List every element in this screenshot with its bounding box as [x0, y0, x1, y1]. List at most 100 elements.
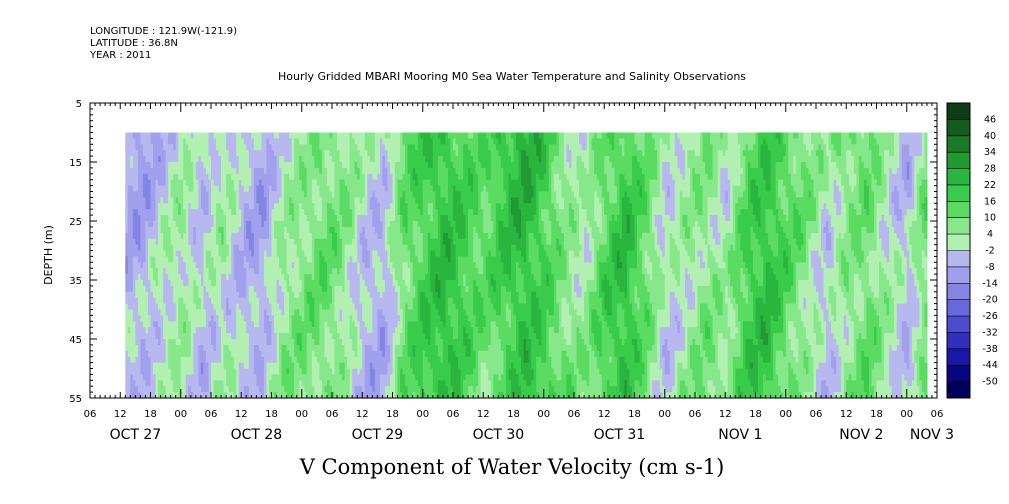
- heatmap-cell: [170, 315, 174, 322]
- heatmap-cell: [160, 185, 164, 193]
- heatmap-cell: [132, 167, 136, 175]
- heatmap-cell: [170, 191, 174, 198]
- heatmap-cell: [180, 185, 184, 193]
- heatmap-cell: [165, 167, 169, 175]
- heatmap-cell: [180, 356, 184, 364]
- heatmap-cell: [188, 173, 192, 181]
- heatmap-cell: [180, 232, 184, 240]
- heatmap-cell: [170, 303, 174, 311]
- heatmap-cell: [135, 138, 139, 145]
- heatmap-cell: [178, 274, 182, 281]
- heatmap-cell: [135, 132, 139, 139]
- heatmap-cell: [127, 244, 131, 252]
- heatmap-cell: [150, 203, 154, 210]
- heatmap-cell: [173, 197, 177, 204]
- heatmap-cell: [168, 167, 172, 175]
- heatmap-cell: [158, 250, 162, 257]
- heatmap-cell: [195, 203, 199, 210]
- heatmap-cell: [150, 362, 154, 370]
- heatmap-cell: [180, 392, 184, 399]
- heatmap-cell: [168, 226, 172, 234]
- heatmap-cell: [137, 173, 142, 181]
- heatmap-cell: [168, 303, 172, 311]
- heatmap-cell: [198, 156, 202, 163]
- heatmap-cell: [150, 138, 154, 145]
- heatmap-cell: [153, 309, 157, 316]
- heatmap-cell: [178, 327, 182, 334]
- heatmap-cell: [190, 303, 194, 311]
- heatmap-cell: [188, 309, 192, 316]
- heatmap-cell: [198, 167, 202, 175]
- heatmap-cell: [150, 221, 154, 228]
- heatmap-cell: [127, 362, 131, 370]
- heatmap-cell: [132, 274, 136, 281]
- heatmap-cell: [135, 368, 139, 375]
- heatmap-cell: [168, 138, 172, 145]
- heatmap-cell: [195, 315, 199, 322]
- heatmap-cell: [185, 344, 189, 352]
- heatmap-cell: [173, 344, 177, 352]
- heatmap-cell: [195, 144, 199, 151]
- heatmap-cell: [165, 156, 169, 163]
- heatmap-cell: [160, 191, 164, 198]
- heatmap-cell: [127, 191, 131, 198]
- heatmap-cell: [190, 144, 194, 151]
- heatmap-cell: [150, 244, 154, 252]
- heatmap-cell: [190, 392, 194, 399]
- heatmap-cell: [132, 179, 136, 187]
- heatmap-cell: [173, 380, 177, 387]
- heatmap-cell: [198, 232, 202, 240]
- heatmap-cell: [127, 368, 131, 375]
- heatmap-cell: [193, 238, 197, 246]
- heatmap-cell: [140, 285, 144, 293]
- heatmap-cell: [158, 150, 162, 157]
- heatmap-cell: [145, 256, 149, 263]
- heatmap-cell: [150, 356, 154, 364]
- heatmap-cell: [155, 262, 159, 269]
- heatmap-cell: [153, 327, 157, 334]
- heatmap-cell: [190, 209, 194, 216]
- heatmap-cell: [185, 185, 189, 193]
- heatmap-cell: [150, 209, 154, 216]
- heatmap-cell: [165, 280, 169, 287]
- heatmap-cell: [183, 250, 187, 257]
- heatmap-cell: [155, 173, 159, 181]
- heatmap-cell: [180, 327, 184, 334]
- heatmap-cell: [190, 350, 194, 358]
- heatmap-cell: [178, 333, 182, 340]
- heatmap-cell: [178, 179, 182, 187]
- heatmap-cell: [173, 356, 177, 364]
- heatmap-cell: [127, 350, 131, 358]
- heatmap-cell: [170, 156, 174, 163]
- heatmap-cell: [173, 291, 177, 299]
- heatmap-cell: [195, 380, 199, 387]
- heatmap-cell: [165, 321, 169, 328]
- heatmap-cell: [193, 244, 197, 252]
- heatmap-cell: [160, 132, 164, 139]
- heatmap-cell: [163, 232, 167, 240]
- heatmap-cell: [190, 268, 194, 275]
- heatmap-cell: [183, 215, 187, 222]
- heatmap-cell: [185, 150, 189, 157]
- heatmap-cell: [185, 262, 189, 269]
- heatmap-cell: [158, 191, 162, 198]
- heatmap-cell: [137, 327, 142, 334]
- heatmap-cell: [168, 274, 172, 281]
- heatmap-cell: [147, 162, 152, 169]
- heatmap-cell: [183, 191, 187, 198]
- heatmap-cell: [150, 280, 154, 287]
- heatmap-cell: [135, 392, 139, 399]
- heatmap-cell: [173, 268, 177, 275]
- heatmap-cell: [195, 197, 199, 204]
- heatmap-cell: [150, 185, 154, 193]
- heatmap-cell: [190, 156, 194, 163]
- heatmap-cell: [127, 144, 131, 151]
- heatmap-cell: [147, 173, 152, 181]
- heatmap-cell: [135, 162, 139, 169]
- heatmap-cell: [150, 262, 154, 269]
- heatmap-cell: [132, 339, 136, 346]
- heatmap-cell: [180, 280, 184, 287]
- heatmap-cell: [183, 221, 187, 228]
- heatmap-cell: [127, 221, 131, 228]
- heatmap-cell: [190, 344, 194, 352]
